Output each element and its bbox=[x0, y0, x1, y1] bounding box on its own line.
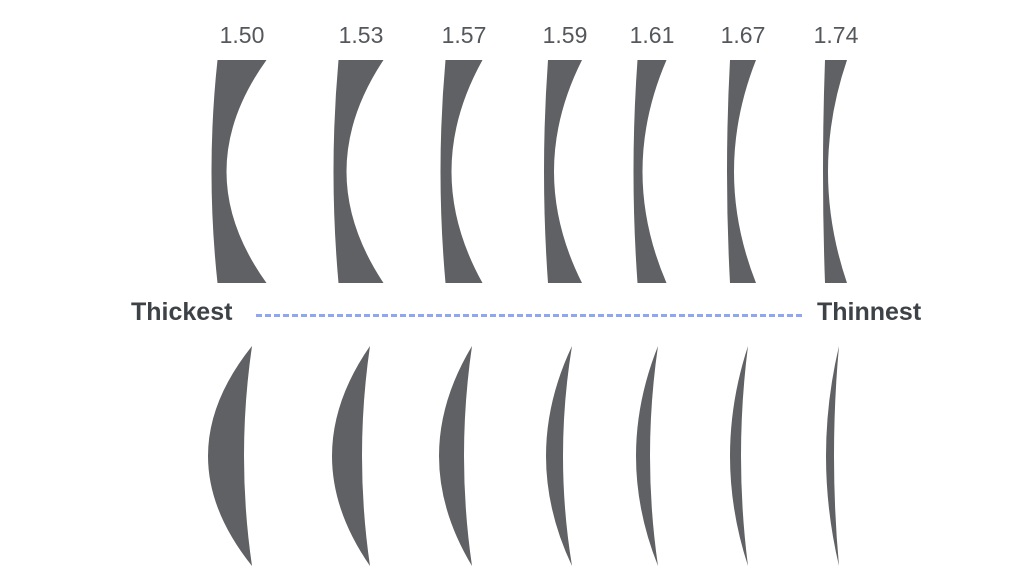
refractive-index-label: 1.53 bbox=[338, 22, 384, 48]
thinnest-label: Thinnest bbox=[817, 298, 922, 326]
refractive-index-label: 1.50 bbox=[219, 22, 265, 48]
refractive-index-label: 1.61 bbox=[629, 22, 675, 48]
thickest-label: Thickest bbox=[131, 298, 233, 326]
refractive-index-label: 1.57 bbox=[441, 22, 487, 48]
plus-lens-shape bbox=[730, 346, 748, 566]
minus-lens-shape bbox=[823, 60, 847, 283]
plus-lens-shape bbox=[439, 346, 472, 566]
plus-lens-shape bbox=[332, 346, 370, 566]
plus-lens-shape bbox=[636, 346, 658, 566]
refractive-index-label: 1.67 bbox=[720, 22, 766, 48]
plus-lens-shape bbox=[826, 346, 839, 566]
plus-lens-shape bbox=[546, 346, 572, 566]
refractive-index-label: 1.74 bbox=[813, 22, 859, 48]
minus-lens-shape bbox=[727, 60, 756, 283]
refractive-index-label: 1.59 bbox=[542, 22, 588, 48]
minus-lens-shape bbox=[633, 60, 667, 283]
minus-lens-shape bbox=[333, 60, 384, 283]
minus-lens-shape bbox=[440, 60, 483, 283]
plus-lens-shape bbox=[208, 346, 252, 566]
minus-lens-shape bbox=[211, 60, 267, 283]
divider-dashed-line bbox=[256, 314, 804, 317]
minus-lens-shape bbox=[544, 60, 582, 283]
